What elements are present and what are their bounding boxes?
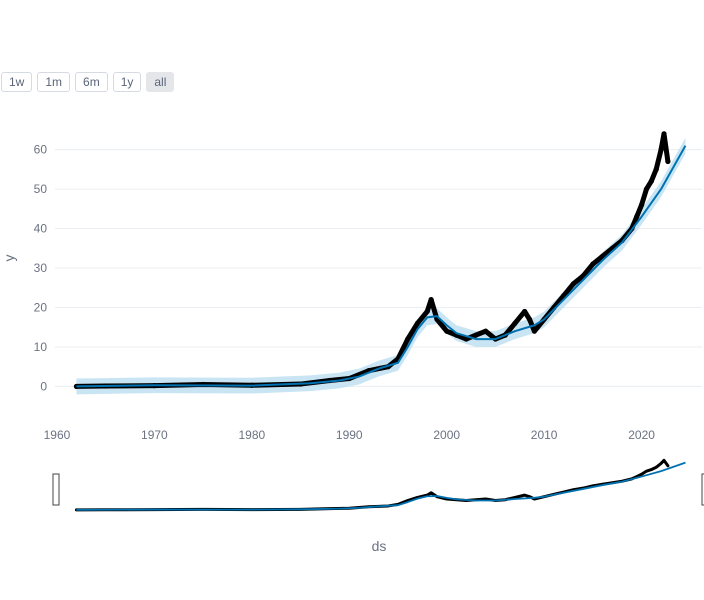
x-tick-label: 1990 <box>336 428 363 442</box>
observed-point <box>531 328 538 334</box>
observed-points <box>73 131 671 390</box>
observed-point <box>653 166 659 172</box>
range-button-1y[interactable]: 1y <box>112 72 142 92</box>
range-slider-right-handle[interactable] <box>701 473 704 506</box>
observed-point <box>473 332 479 338</box>
observed-point <box>661 131 667 137</box>
range-slider[interactable] <box>52 458 704 512</box>
y-tick-label: 30 <box>34 261 48 275</box>
x-tick-label: 2020 <box>628 428 655 442</box>
range-slider-left-handle[interactable] <box>52 473 60 506</box>
observed-point <box>428 297 434 303</box>
observed-point <box>414 320 421 326</box>
x-tick-label: 1960 <box>44 428 71 442</box>
range-button-1m[interactable]: 1m <box>37 72 71 92</box>
observed-point <box>658 147 664 153</box>
forecast-line <box>76 145 687 388</box>
observed-point <box>643 186 650 192</box>
range-button-1w[interactable]: 1w <box>1 72 33 92</box>
y-tick-label: 10 <box>34 340 48 354</box>
y-tick-label: 40 <box>34 222 48 236</box>
observed-point <box>638 202 645 208</box>
observed-point <box>522 308 528 315</box>
y-axis-ticks: 0 10 20 30 40 50 60 <box>34 143 48 394</box>
y-tick-label: 60 <box>34 143 48 157</box>
observed-point <box>634 214 640 220</box>
y-tick-label: 0 <box>40 379 47 393</box>
mini-observed-trace <box>74 458 670 512</box>
observed-point <box>590 261 596 267</box>
observed-trace <box>73 131 671 389</box>
x-tick-label: 1970 <box>141 428 168 442</box>
x-axis-label: ds <box>372 538 387 554</box>
range-button-6m[interactable]: 6m <box>75 72 108 92</box>
observed-point <box>512 320 518 326</box>
y-tick-label: 20 <box>34 300 48 314</box>
range-slider-forecast <box>76 461 686 511</box>
observed-point <box>424 308 430 315</box>
x-tick-label: 1980 <box>238 428 265 442</box>
x-tick-label: 2000 <box>433 428 460 442</box>
observed-point <box>648 178 654 184</box>
observed-point <box>483 328 489 334</box>
mini-forecast-line <box>76 461 686 511</box>
observed-point <box>665 158 671 165</box>
range-slider-observed <box>74 458 670 512</box>
observed-point <box>600 253 606 259</box>
observed-point <box>405 336 411 342</box>
y-axis-label: y <box>1 255 17 262</box>
range-button-all[interactable]: all <box>146 72 175 92</box>
observed-point <box>463 336 469 342</box>
observed-point <box>444 328 450 334</box>
y-tick-label: 50 <box>34 182 48 196</box>
observed-point <box>526 316 533 322</box>
forecast-trend-line <box>76 145 687 388</box>
x-tick-label: 2010 <box>531 428 558 442</box>
x-axis-ticks: 1960 1970 1980 1990 2000 2010 2020 <box>44 428 656 442</box>
gridlines <box>55 149 702 387</box>
observed-point <box>570 281 576 287</box>
range-selector: 1w 1m 6m 1y all <box>1 72 175 92</box>
